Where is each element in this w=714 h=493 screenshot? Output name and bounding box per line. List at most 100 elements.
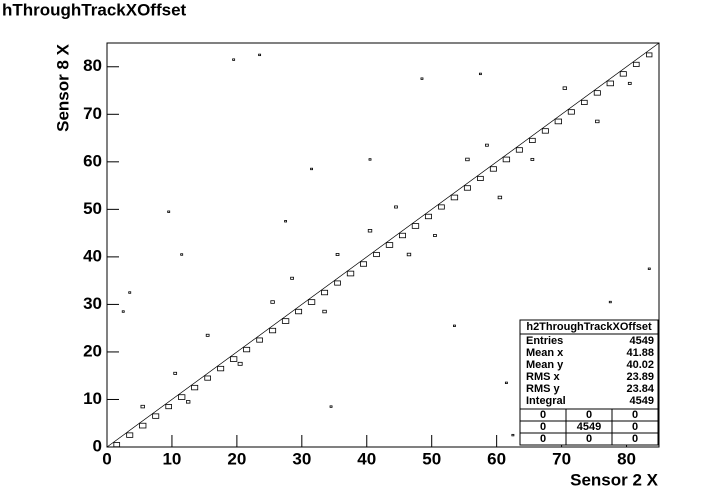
bin-box [270,300,275,304]
stats-cell: 0 [632,409,638,421]
bin-box [205,333,210,337]
bin-box [185,400,191,404]
bin-box [140,404,145,409]
bin-box [373,251,380,258]
bin-box [406,252,412,257]
bin-box [258,53,262,57]
stats-value: 4549 [630,335,654,347]
bin-box [619,71,627,77]
diagonal-line [106,42,660,448]
stats-box: h2ThroughTrackXOffset Entries 4549 Mean x 41… [519,319,659,446]
stats-title: h2ThroughTrackXOffset [526,321,652,333]
x-tick-label: 10 [162,449,181,468]
bin-box [180,253,184,256]
bin-box [295,308,303,315]
bin-box [321,289,329,296]
y-tick-label: 40 [83,246,102,265]
bin-box [595,119,600,124]
x-tick-label: 0 [102,449,111,468]
bin-box [334,280,341,286]
bin-box [167,210,171,213]
bin-box [394,205,398,209]
y-tick-label: 80 [83,56,102,75]
y-tick-label: 60 [83,151,102,170]
bin-box [411,223,420,229]
bin-box [485,143,489,147]
bin-box [554,118,562,125]
bin-box [489,166,497,172]
bin-box [139,422,147,429]
bin-box [608,300,612,304]
bin-box [511,433,515,437]
stats-value: 40.02 [626,359,654,371]
bin-box [165,404,172,410]
stats-value: 23.84 [626,383,654,395]
bin-box [463,185,471,191]
bin-box [593,90,601,96]
bin-box [385,242,394,248]
x-tick-label: 70 [552,449,571,468]
bin-box [581,99,588,105]
bin-box [420,77,424,80]
stats-cell: 0 [632,421,638,433]
bin-box [399,232,406,239]
bin-box [284,220,288,223]
y-tick-label: 20 [83,341,102,360]
stats-cell: 0 [540,421,546,433]
stats-cell: 0 [586,433,592,445]
bin-box [627,81,632,85]
bin-box [453,324,456,327]
stats-value: 41.88 [626,347,654,359]
bin-box [173,371,178,375]
bin-box [217,365,225,372]
bin-box [477,175,484,181]
bin-box [478,72,482,76]
bin-box [368,158,372,161]
bin-box [237,361,243,366]
bin-box [646,52,653,58]
bin-box [290,276,294,280]
x-tick-label: 50 [422,449,441,468]
bin-box [360,261,367,267]
bin-box [269,327,277,334]
bin-box [529,137,536,143]
bin-box [307,299,316,305]
bin-box [178,394,186,400]
bin-box [281,318,290,324]
x-tick-label: 60 [487,449,506,468]
x-tick-label: 40 [357,449,376,468]
bin-box [562,86,568,90]
bin-box [346,270,355,277]
stats-frame [519,319,659,446]
y-axis-label: Sensor 8 X [53,43,72,132]
bin-box [450,194,459,201]
bin-box [502,156,511,163]
bin-box [433,234,437,237]
plot-frame [106,42,660,448]
stats-label: Entries [526,335,563,347]
bin-box [606,80,614,87]
stats-label: Mean x [526,347,564,359]
bin-box [367,229,373,233]
bin-box [497,195,503,200]
bin-box [424,213,432,220]
stats-value: 23.89 [626,371,654,383]
bin-box [504,381,508,384]
bin-box [322,309,327,314]
bin-box [647,267,651,270]
bin-box [632,61,640,67]
bin-box [530,157,535,161]
bin-box [335,253,340,256]
bin-box [515,147,523,153]
x-tick-label: 80 [617,449,636,468]
y-tick-label: 0 [93,436,102,455]
bin-box [465,157,470,162]
bin-box [329,405,333,408]
bin-box [567,109,575,115]
x-tick-label: 30 [292,449,311,468]
bin-box [541,128,549,134]
stats-label: Integral [526,395,566,407]
bin-box [128,291,132,294]
bin-box [310,167,313,171]
